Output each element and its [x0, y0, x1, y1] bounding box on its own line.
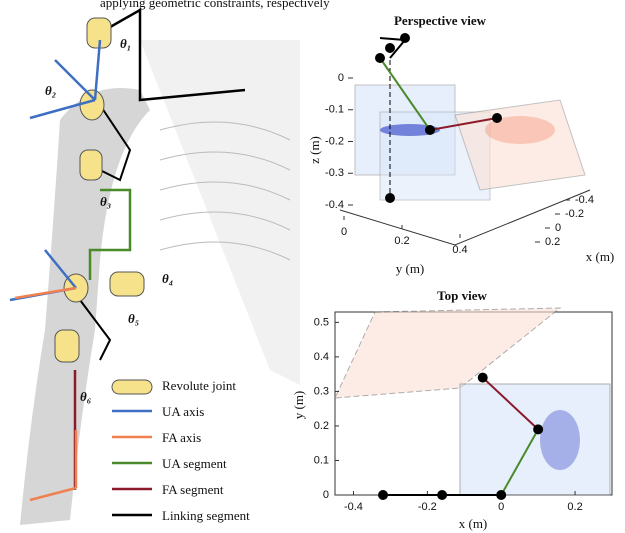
- x-tick-label: 0.2: [567, 501, 582, 513]
- x-tick-label: 0.2: [545, 236, 560, 248]
- legend-label: UA axis: [162, 404, 204, 419]
- axis-label: z (m): [307, 136, 322, 164]
- perspective-plot: [340, 33, 590, 245]
- z-tick-label: -0.3: [325, 167, 344, 179]
- joint-label: θ₃: [100, 194, 111, 209]
- z-tick-label: 0: [338, 72, 344, 84]
- y-tick-label: 0.3: [314, 385, 329, 397]
- joint-label: θ₅: [128, 311, 139, 326]
- chart-title: Perspective view: [394, 13, 487, 28]
- x-tick-label: 0: [498, 501, 504, 513]
- point: [533, 424, 543, 434]
- joint-label: θ₄: [162, 271, 173, 286]
- point: [378, 490, 388, 500]
- z-tick-label: -0.1: [325, 104, 344, 116]
- axis-label: y (m): [291, 391, 306, 420]
- y-tick-label: 0.1: [314, 454, 329, 466]
- legend-label: Revolute joint: [162, 378, 236, 393]
- x-tick-label: -0.2: [565, 208, 584, 220]
- axis-label: y (m): [396, 261, 425, 276]
- x-tick-label: -0.4: [575, 194, 594, 206]
- top-view-plot: [335, 308, 612, 495]
- x-tick-label: -0.4: [344, 501, 363, 513]
- joint-label: θ₂: [45, 83, 56, 98]
- legend-label: FA segment: [162, 482, 224, 497]
- x-tick-label: -0.2: [418, 501, 437, 513]
- y-tick-label: 0.2: [394, 235, 409, 247]
- x-tick-label: 0: [555, 222, 561, 234]
- legend-label: UA segment: [162, 456, 227, 471]
- legend-label: FA axis: [162, 430, 201, 445]
- axis-label: x (m): [459, 516, 488, 531]
- legend-label: Linking segment: [162, 508, 250, 523]
- y-tick-label: 0: [323, 489, 329, 501]
- figure: applying geometric constraints, respecti…: [0, 0, 625, 533]
- legend-swatch: [112, 380, 152, 394]
- y-tick-label: 0.4: [452, 244, 467, 256]
- axis-label: x (m): [586, 249, 615, 264]
- joint-label: θ₁: [120, 36, 131, 51]
- y-tick-label: 0.2: [314, 420, 329, 432]
- y-tick-label: 0.4: [314, 351, 329, 363]
- point: [496, 490, 506, 500]
- y-tick-label: 0: [341, 226, 347, 238]
- caption-fragment: applying geometric constraints, respecti…: [100, 0, 330, 10]
- joint-label: θ₆: [80, 389, 92, 404]
- point: [478, 373, 488, 383]
- point: [437, 490, 447, 500]
- chart-title: Top view: [437, 288, 487, 303]
- z-tick-label: -0.2: [325, 135, 344, 147]
- z-tick-label: -0.4: [325, 199, 344, 211]
- y-tick-label: 0.5: [314, 316, 329, 328]
